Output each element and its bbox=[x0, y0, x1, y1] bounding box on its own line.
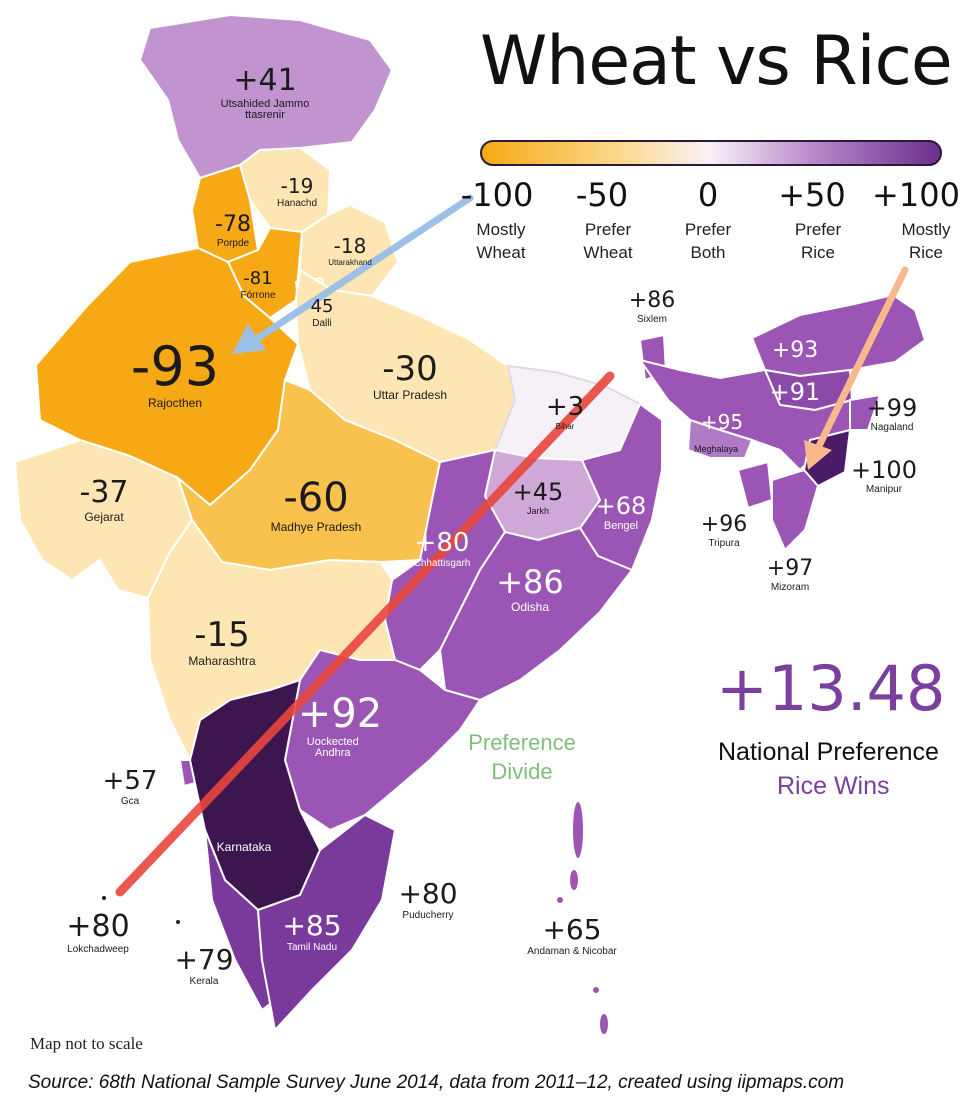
national-preference-value: +13.48 bbox=[716, 652, 946, 725]
legend-tick-label: Mostly Wheat bbox=[476, 220, 526, 262]
region-an[interactable] bbox=[557, 802, 608, 1034]
region-label-jh: +45 Jarkh bbox=[512, 478, 564, 516]
region-label-hr: -81 Fórrone bbox=[240, 268, 276, 301]
region-tn[interactable] bbox=[256, 813, 397, 1033]
region-ld[interactable] bbox=[102, 896, 180, 924]
region-label-as: +91 bbox=[769, 378, 821, 406]
region-label-mp: -60 Madhye Pradesh bbox=[270, 475, 362, 534]
legend-tick-value: +50 bbox=[778, 176, 846, 214]
region-label-uk: -18 Uttarakhand bbox=[328, 234, 372, 267]
preference-divide-label: Preference Divide bbox=[468, 730, 576, 784]
legend-tick-label: Prefer Both bbox=[684, 220, 732, 262]
region-nl[interactable] bbox=[849, 393, 882, 431]
region-label-sk: +86 Sixlem bbox=[628, 288, 676, 325]
legend-tick-value: +100 bbox=[872, 176, 960, 214]
region-label-an: +65 Andaman & Nicobar bbox=[527, 913, 617, 957]
region-label-mz: +97 Mizoram bbox=[766, 556, 814, 593]
region-label-ga: +57 Gca bbox=[102, 766, 158, 807]
region-label-up: -30 Uttar Pradesh bbox=[372, 349, 448, 402]
region-label-mn: +100 Manipur bbox=[851, 456, 917, 495]
region-label-ml: +95 bbox=[700, 410, 744, 434]
region-label-pb: -78 Porpde bbox=[215, 212, 251, 249]
region-label-ne93: +93 bbox=[771, 338, 819, 363]
legend-tick-value: -100 bbox=[460, 176, 534, 214]
region-od[interactable] bbox=[438, 526, 634, 702]
scale-note: Map not to scale bbox=[30, 1034, 143, 1053]
region-tr[interactable] bbox=[736, 460, 774, 510]
region-ar[interactable] bbox=[750, 293, 927, 378]
region-mn[interactable] bbox=[802, 428, 852, 488]
region-label-ld: +80 Lokchadweep bbox=[66, 909, 130, 955]
region-label-rj: -93 Rajocthen bbox=[130, 335, 220, 410]
region-label-hp: -19 Hanachd bbox=[276, 174, 318, 209]
legend-tick-label: Prefer Wheat bbox=[583, 220, 633, 262]
region-label-ml-name: Meghalaya bbox=[693, 444, 739, 454]
legend-tick-label: Prefer Rice bbox=[794, 220, 842, 262]
region-label-ka: Karnataka bbox=[216, 840, 272, 854]
national-preference-label: National Preference bbox=[718, 738, 939, 766]
region-label-cg: +80 Chhattisgarh bbox=[413, 528, 471, 569]
rice-arrow bbox=[804, 266, 909, 470]
region-label-mh: -15 Maharashtra bbox=[188, 615, 256, 668]
region-wb[interactable] bbox=[578, 402, 663, 572]
preference-divide-line bbox=[115, 371, 615, 897]
region-label-nl: +99 Nagaland bbox=[866, 394, 918, 433]
national-verdict: Rice Wins bbox=[777, 772, 890, 800]
page-title: Wheat vs Rice bbox=[480, 22, 953, 101]
region-ml[interactable] bbox=[686, 418, 754, 459]
region-ap[interactable] bbox=[283, 648, 482, 832]
region-label-py: +80 Puducherry bbox=[398, 877, 458, 921]
source-note: Source: 68th National Sample Survey June… bbox=[28, 1072, 845, 1093]
region-label-gj: -37 Gejarat bbox=[79, 475, 129, 524]
region-mz[interactable] bbox=[771, 468, 820, 552]
region-label-kl: +79 Kerala bbox=[174, 943, 234, 987]
legend-tick-label: Mostly Rice bbox=[901, 220, 951, 262]
wheat-arrow bbox=[232, 194, 474, 354]
region-label-tn: +85 Tamil Nadu bbox=[282, 909, 342, 953]
legend-tick-value: 0 bbox=[697, 176, 719, 214]
region-label-od: +86 Odisha bbox=[496, 563, 564, 614]
region-label-ap: +92 Uockected Andhra bbox=[297, 691, 383, 759]
region-label-jk: +41 Utsahided Jammo ttasrenir bbox=[220, 63, 310, 121]
region-label-tr: +96 Tripura bbox=[700, 512, 748, 549]
region-label-dl: 45 Dalli bbox=[310, 296, 334, 329]
legend-gradient-bar bbox=[480, 140, 942, 166]
region-label-br: +3 Bihar bbox=[545, 392, 585, 431]
region-label-wb: +68 Bengel bbox=[595, 492, 647, 532]
legend-tick-value: -50 bbox=[575, 176, 629, 214]
